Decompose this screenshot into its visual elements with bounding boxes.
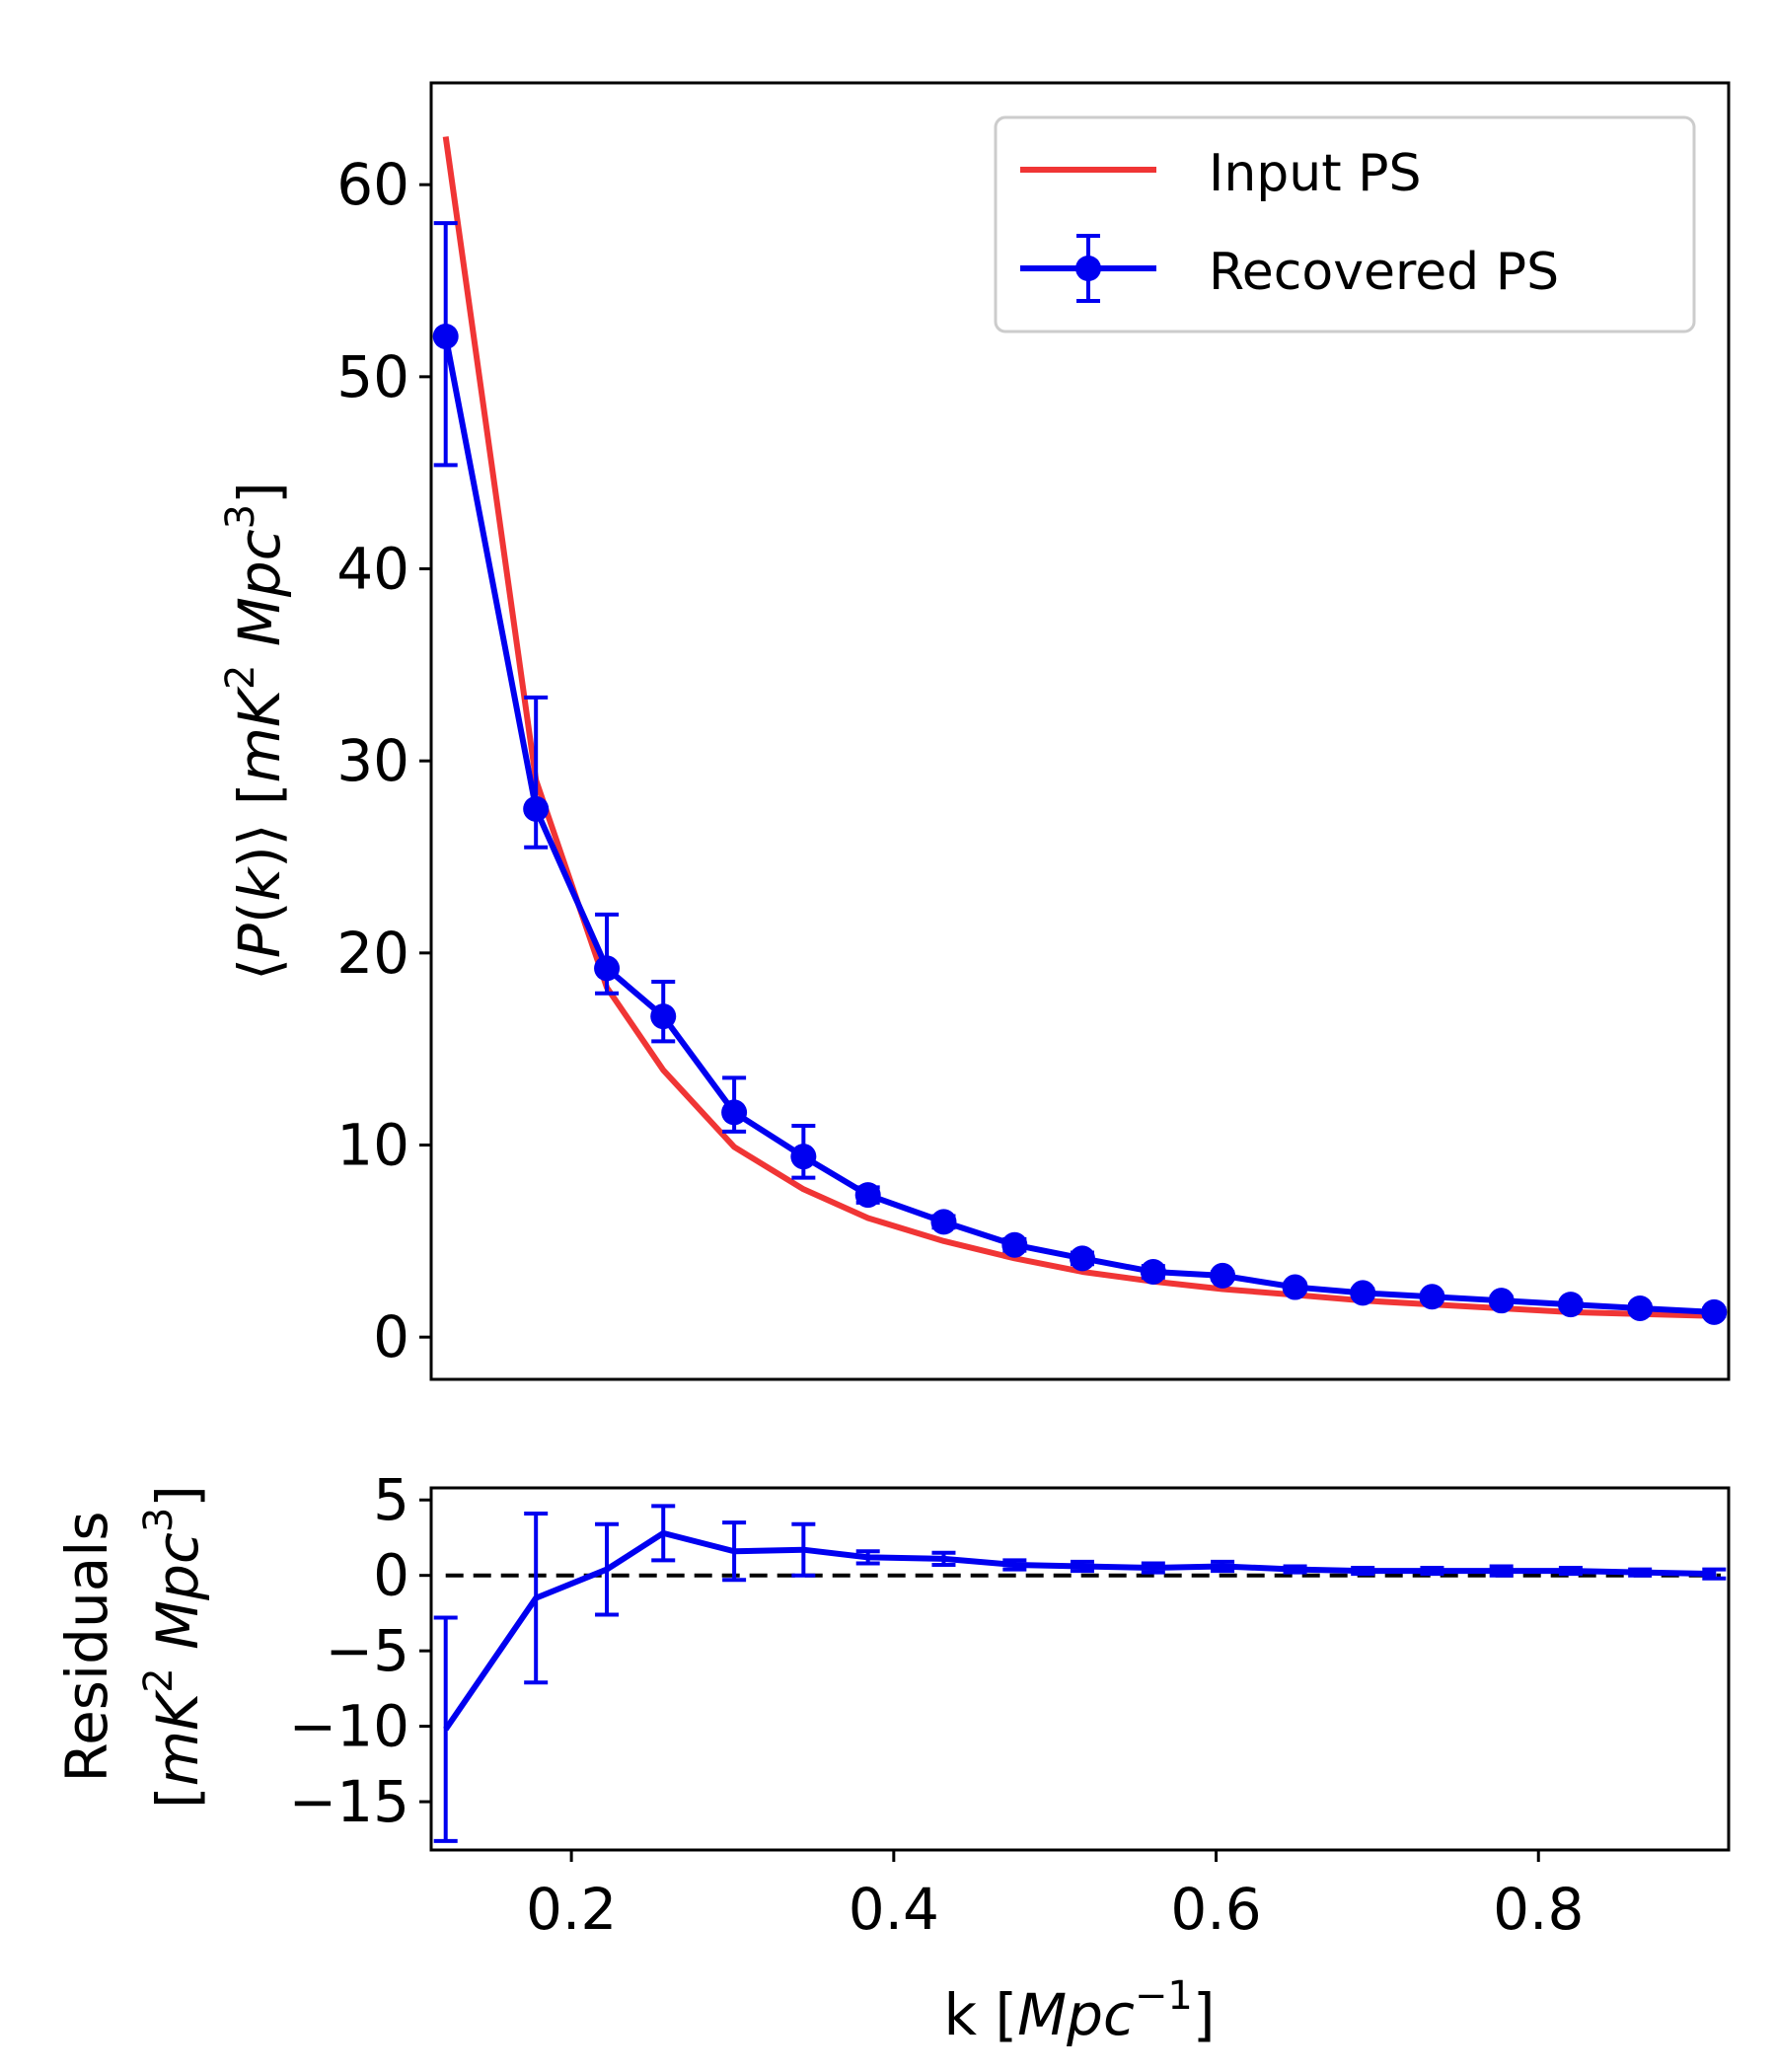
recovered-ps-point [650,1003,677,1030]
legend-input-label: Input PS [1209,144,1422,203]
main-y-tick-label: 40 [336,536,409,603]
recovered-ps-point [790,1144,817,1170]
legend: Input PS Recovered PS [994,115,1696,333]
main-y-tick-label: 10 [336,1112,409,1179]
main-y-tick-label: 20 [336,920,409,987]
main-y-tick-label: 60 [336,151,409,218]
recovered-ps-point [854,1182,881,1209]
main-panel: 0 10 20 30 40 50 60 ⟨P(k)⟩ [mK2 Mpc3] Input PS… [218,81,1731,1381]
residuals-y-tick-label: 0 [373,1542,409,1609]
recovered-ps-point [594,955,621,982]
main-y-axis-label: ⟨P(k)⟩ [mK2 Mpc3] [218,481,293,980]
residuals-y-ticks: 5 0 −5 −10 −15 [289,1466,431,1835]
recovered-ps-point [432,323,459,349]
main-axes-frame [429,81,1731,1381]
residuals-y-tick-label: −5 [326,1617,410,1684]
main-y-ticks: 0 10 20 30 40 50 60 [336,151,431,1370]
recovered-ps-point [1140,1258,1166,1285]
legend-recovered-label: Recovered PS [1209,243,1559,302]
legend-recovered-marker [1075,256,1101,281]
legend-box [994,115,1696,333]
residuals-panel: 5 0 −5 −10 −15 0.2 0.4 0.6 0.8 Residuals [mK2 M… [53,1466,1731,2048]
x-tick-label: 0.6 [1170,1876,1261,1943]
residuals-y-axis-label-line1: Residuals [53,1511,120,1782]
recovered-ps-point [721,1099,748,1126]
residuals-y-axis-label-line2: [mK2 Mpc3] [136,1485,211,1809]
main-y-tick-label: 30 [336,727,409,794]
recovered-ps-point [1069,1245,1095,1272]
recovered-ps-point [1210,1262,1236,1289]
recovered-ps-point [1557,1292,1584,1318]
recovered-ps-point [1419,1284,1445,1310]
main-y-tick-label: 0 [373,1303,409,1370]
recovered-ps-point [1627,1295,1654,1321]
residuals-axes-frame [429,1486,1731,1852]
residuals-y-tick-label: 5 [373,1466,409,1533]
recovered-errorbar [524,695,549,850]
recovered-ps-point [1350,1280,1376,1306]
recovered-ps-point [523,795,550,822]
recovered-ps-point [930,1209,957,1235]
recovered-ps-point [1488,1288,1515,1314]
recovered-ps-point [1001,1231,1028,1258]
residuals-x-ticks: 0.2 0.4 0.6 0.8 [526,1850,1584,1943]
x-axis-label: k [Mpc−1] [943,1973,1215,2048]
recovered-ps-point [1282,1274,1308,1300]
residuals-plot-area [433,1504,1727,1843]
x-tick-label: 0.4 [849,1876,939,1943]
residuals-y-tick-label: −10 [289,1693,409,1760]
recovered-ps-point [1701,1298,1728,1325]
residuals-line [443,1529,1715,1732]
residuals-y-tick-label: −15 [289,1768,409,1835]
main-plot-area [432,136,1728,1325]
main-y-tick-label: 50 [336,343,409,410]
x-tick-label: 0.8 [1493,1876,1584,1943]
x-tick-label: 0.2 [526,1876,617,1943]
